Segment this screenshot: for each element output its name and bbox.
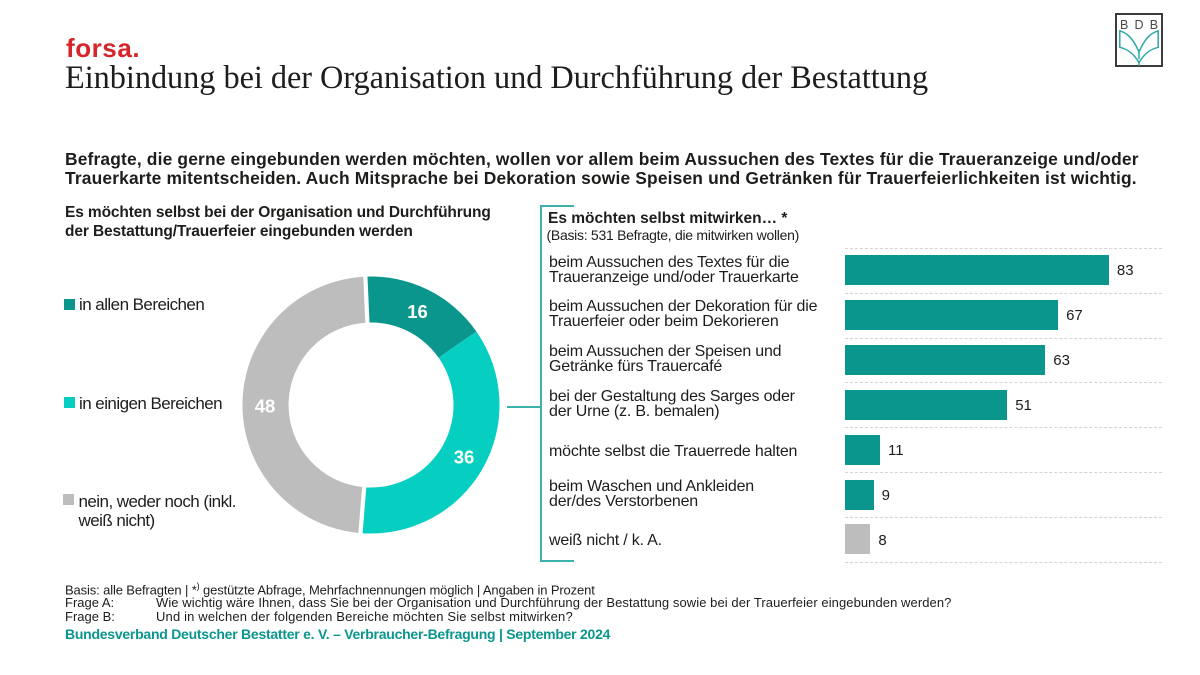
- svg-text:16: 16: [407, 301, 428, 322]
- svg-text:48: 48: [255, 395, 276, 416]
- svg-text:36: 36: [454, 446, 475, 467]
